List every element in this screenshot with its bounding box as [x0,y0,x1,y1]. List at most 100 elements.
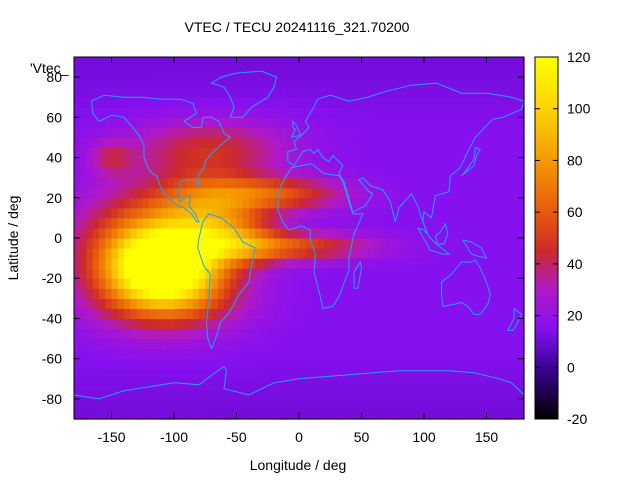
heatmap-cell [480,288,488,299]
heatmap-cell [149,197,156,209]
heatmap-cell [111,197,119,209]
heatmap-cell [192,298,200,309]
heatmap-cell [499,87,506,98]
heatmap-cell [261,318,269,330]
heatmap-cell [411,358,419,370]
heatmap-cell [249,358,256,370]
heatmap-cell [280,328,288,340]
heatmap-cell [411,87,419,98]
heatmap-cell [367,137,375,149]
heatmap-cell [105,227,113,239]
heatmap-cell [86,187,94,199]
heatmap-cell [224,107,231,118]
heatmap-cell [311,378,319,390]
heatmap-cell [230,77,238,88]
heatmap-cell [224,137,231,149]
heatmap-cell [174,207,181,219]
heatmap-cell [155,57,163,68]
heatmap-cell [349,358,356,370]
chart-title: VTEC / TECU 20241116_321.70200 [185,19,410,35]
heatmap-cell [130,157,138,169]
heatmap-cell [211,107,219,118]
heatmap-cell [374,117,381,128]
heatmap-cell [224,187,231,199]
heatmap-cell [455,167,463,179]
heatmap-cell [249,77,256,88]
heatmap-cell [305,238,313,249]
heatmap-cell [317,67,325,78]
heatmap-cell [280,388,288,400]
heatmap-cell [117,107,125,118]
heatmap-cell [286,238,294,249]
heatmap-cell [242,358,250,370]
heatmap-cell [142,378,150,390]
heatmap-cell [217,238,225,249]
heatmap-cell [92,288,100,299]
heatmap-cell [292,177,300,189]
heatmap-cell [211,157,219,169]
coastline-madagascar [353,260,363,289]
heatmap-cell [399,207,406,219]
heatmap-cell [230,157,238,169]
heatmap-cell [361,57,369,68]
heatmap-cell [380,107,388,118]
heatmap-cell [292,127,300,139]
heatmap-cell [217,318,225,330]
heatmap-cell [505,388,513,400]
heatmap-cell [399,197,406,209]
heatmap-cell [367,348,375,360]
heatmap-cell [261,137,269,149]
heatmap-cell [174,147,181,159]
heatmap-cell [424,338,431,350]
heatmap-cell [311,127,319,139]
heatmap-cell [330,217,338,229]
heatmap-cell [92,368,100,380]
heatmap-cell [80,147,88,159]
heatmap-cell [174,238,181,249]
heatmap-cell [211,318,219,330]
heatmap-cell [311,217,319,229]
heatmap-cell [330,207,338,219]
heatmap-cell [330,127,338,139]
heatmap-cell [486,107,494,118]
heatmap-cell [180,187,188,199]
heatmap-cell [442,97,450,108]
heatmap-cell [467,408,475,420]
heatmap-cell [442,67,450,78]
heatmap-cell [467,348,475,360]
heatmap-cell [217,127,225,139]
heatmap-cell [261,167,269,179]
heatmap-cell [236,107,244,118]
heatmap-cell [324,248,331,259]
heatmap-cell [480,107,488,118]
heatmap-cell [186,298,194,309]
heatmap-cell [374,328,381,340]
heatmap-cell [336,308,344,320]
heatmap-cell [299,378,306,390]
heatmap-cell [355,77,363,88]
heatmap-cell [217,147,225,159]
heatmap-cell [442,147,450,159]
heatmap-cell [242,177,250,189]
heatmap-cell [274,157,281,169]
heatmap-cell [136,157,144,169]
heatmap-cell [392,258,400,269]
heatmap-cell [367,258,375,269]
heatmap-cell [80,338,88,350]
heatmap-cell [142,328,150,340]
heatmap-cell [330,408,338,420]
heatmap-cell [392,147,400,159]
heatmap-cell [80,268,88,279]
heatmap-cell [117,238,125,249]
heatmap-cell [280,368,288,380]
x-tick-label: 50 [354,429,370,445]
heatmap-cell [92,107,100,118]
heatmap-cell [430,137,438,149]
heatmap-cell [230,378,238,390]
heatmap-cell [280,348,288,360]
heatmap-cell [111,207,119,219]
heatmap-cell [211,338,219,350]
heatmap-cell [442,358,450,370]
heatmap-cell [317,358,325,370]
heatmap-cell [267,328,275,340]
